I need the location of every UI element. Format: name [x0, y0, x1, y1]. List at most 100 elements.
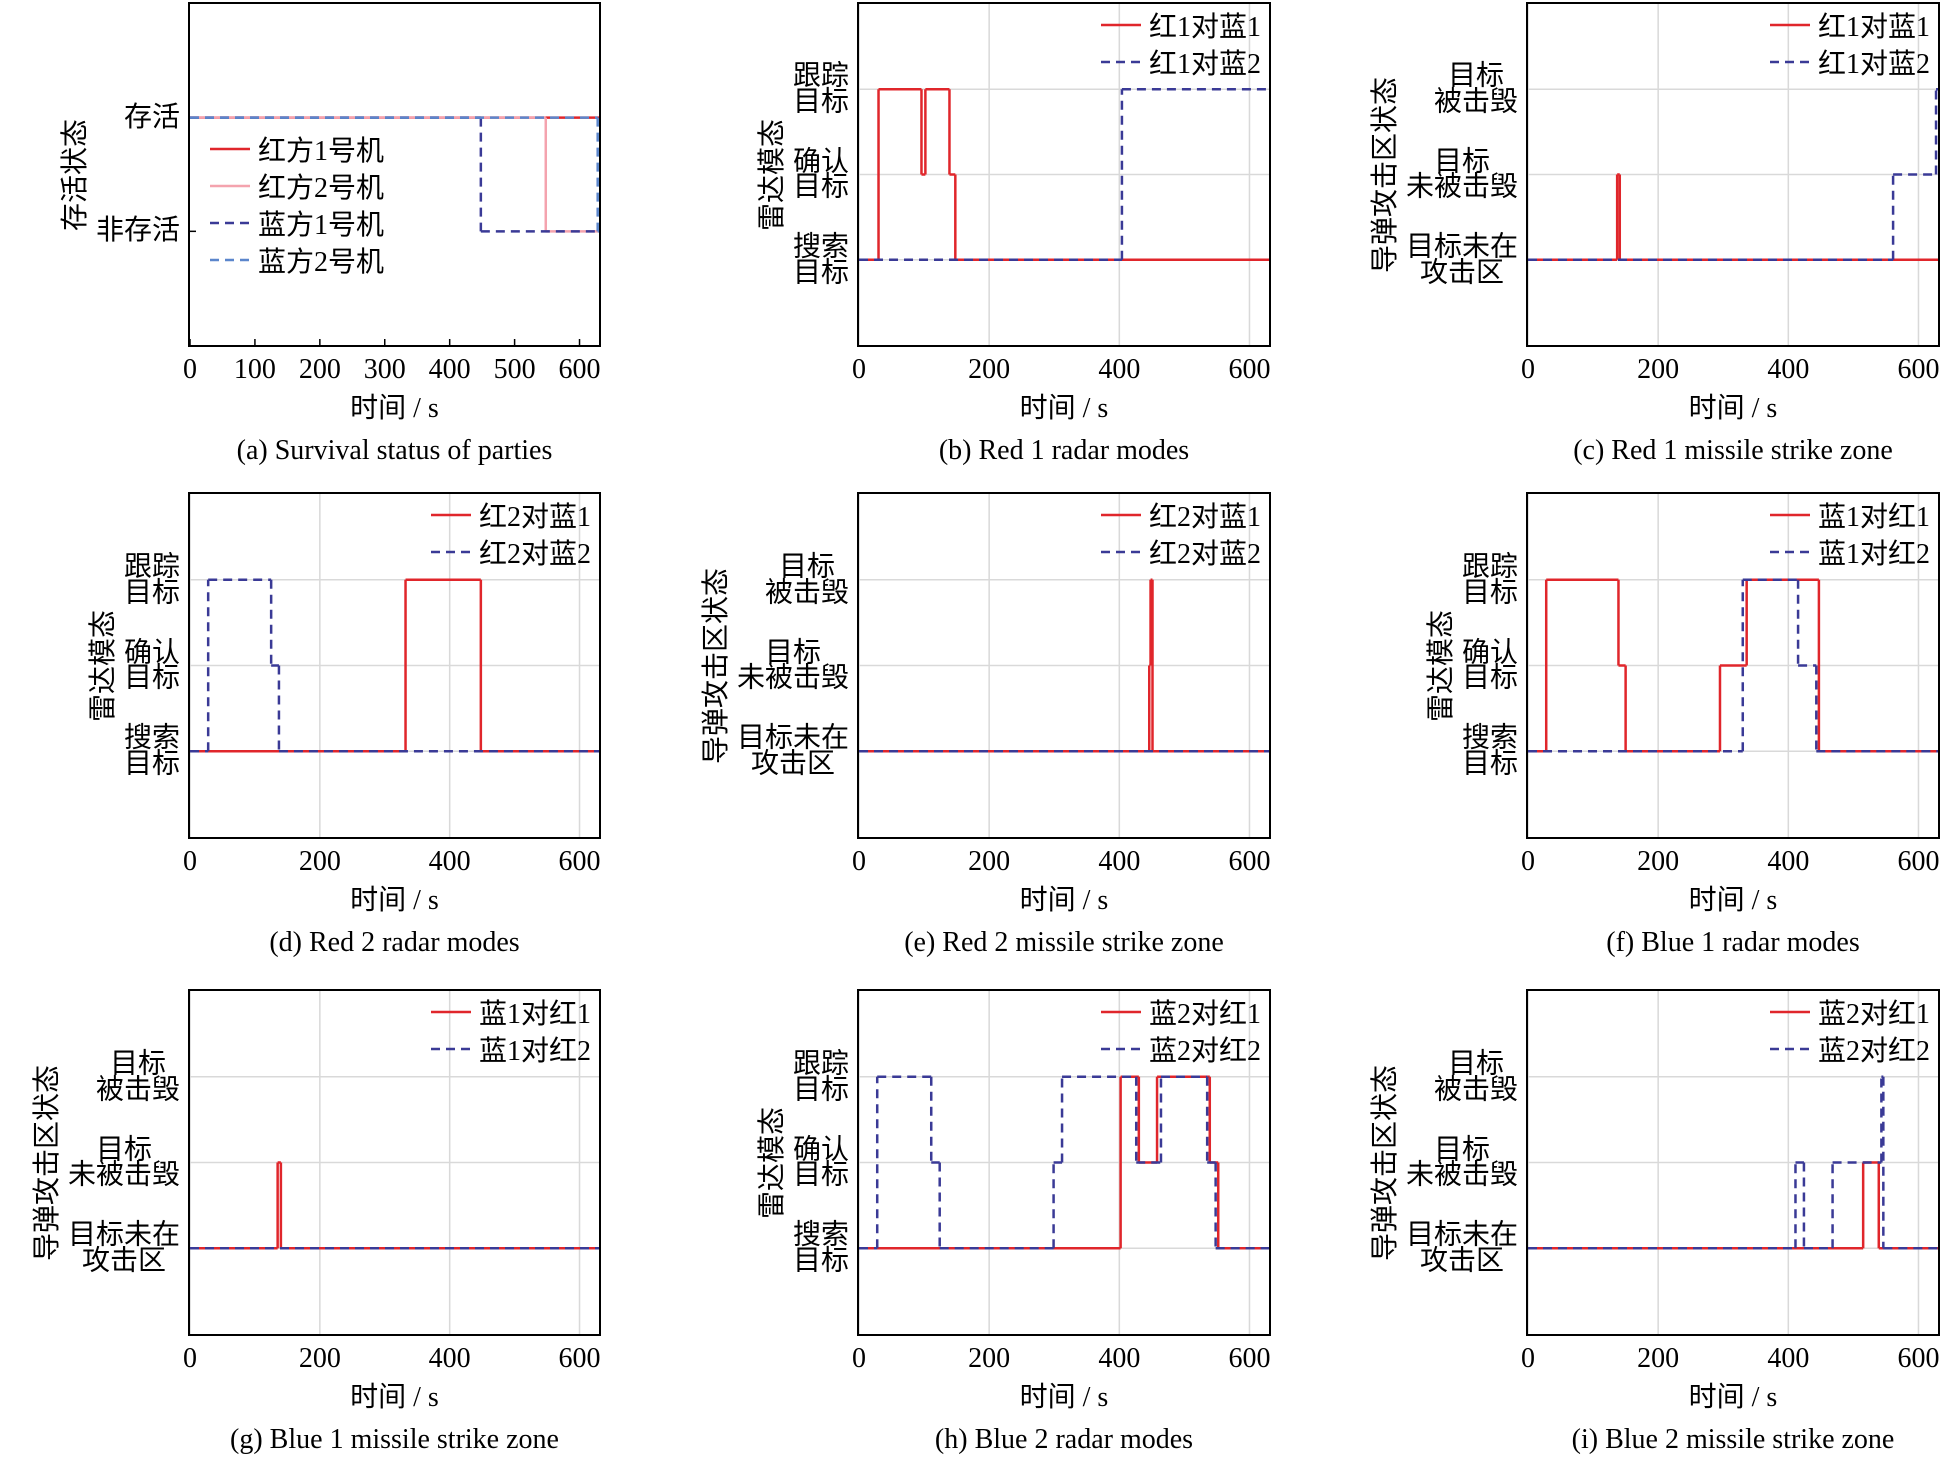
x-tick-label: 600 — [1897, 1343, 1940, 1374]
x-axis-label: 时间 / s — [1019, 1382, 1109, 1414]
plot-area — [188, 989, 601, 1336]
legend-swatch — [1770, 550, 1810, 553]
x-tick-label: 300 — [363, 354, 406, 385]
x-tick-label: 0 — [852, 1343, 866, 1374]
plot — [1528, 991, 1938, 1334]
legend-entry: 红2对蓝1 — [1101, 496, 1261, 533]
y-tick-label: 确认 目标 — [792, 145, 849, 203]
y-tick-label: 确认 目标 — [1461, 636, 1518, 694]
legend-swatch — [210, 258, 250, 262]
plot — [190, 494, 599, 837]
x-tick-label: 200 — [1637, 354, 1680, 385]
legend-entry: 蓝1对红1 — [431, 993, 591, 1030]
legend-entry: 蓝方2号机 — [210, 242, 384, 279]
x-tick-label: 400 — [1098, 1343, 1141, 1374]
legend: 蓝1对红1 蓝1对红2 — [431, 993, 591, 1067]
legend-swatch — [1101, 23, 1141, 26]
legend-entry: 红1对蓝2 — [1770, 43, 1930, 80]
legend: 蓝2对红1 蓝2对红2 — [1770, 993, 1930, 1067]
y-tick-label: 跟踪 目标 — [123, 551, 180, 608]
plot-area — [857, 989, 1271, 1336]
y-tick-label: 目标 被击毁 — [1433, 1048, 1518, 1105]
legend: 红方1号机 红方2号机 蓝方1号机 蓝方2号机 — [210, 131, 384, 279]
x-tick-label: 400 — [428, 846, 471, 877]
legend: 蓝1对红1 蓝1对红2 — [1770, 496, 1930, 570]
legend: 蓝2对红1 蓝2对红2 — [1101, 993, 1261, 1067]
legend-swatch — [1770, 513, 1810, 516]
x-tick-label: 0 — [1521, 846, 1535, 877]
series — [1528, 1075, 1938, 1250]
y-tick-label: 存活 — [123, 101, 180, 133]
legend-label: 红2对蓝1 — [1149, 501, 1262, 533]
legend-entry: 蓝2对红2 — [1770, 1030, 1930, 1067]
x-tick-label: 500 — [493, 354, 536, 385]
caption: (c) Red 1 missile strike zone — [1573, 435, 1893, 467]
y-tick-label: 目标未在 攻击区 — [67, 1219, 180, 1277]
x-axis-label: 时间 / s — [1019, 885, 1109, 917]
x-tick-label: 200 — [298, 1343, 341, 1374]
y-axis-label: 导弹攻击区状态 — [1370, 1064, 1402, 1261]
caption: (b) Red 1 radar modes — [938, 435, 1190, 467]
legend-swatch — [1101, 1010, 1141, 1013]
legend-label: 蓝2对红1 — [1149, 998, 1262, 1030]
legend-entry: 红1对蓝1 — [1101, 6, 1261, 43]
legend-entry: 蓝1对红2 — [1770, 533, 1930, 570]
legend-swatch — [1770, 1047, 1810, 1050]
caption: (f) Blue 1 radar modes — [1606, 927, 1860, 959]
y-axis-label: 雷达模态 — [757, 118, 789, 231]
y-tick-label: 确认 目标 — [123, 636, 180, 694]
y-tick-label: 跟踪 目标 — [1461, 551, 1518, 608]
x-tick-label: 0 — [183, 1343, 197, 1374]
legend-label: 蓝方2号机 — [258, 247, 385, 278]
x-tick-label: 200 — [968, 1343, 1011, 1374]
y-tick-label: 目标 未被击毁 — [67, 1133, 180, 1191]
legend-swatch — [1101, 550, 1141, 553]
legend: 红1对蓝1 红1对蓝2 — [1770, 6, 1930, 80]
x-tick-label: 0 — [852, 846, 866, 877]
x-tick-label: 400 — [1098, 846, 1141, 877]
legend-swatch — [1770, 23, 1810, 26]
legend-swatch — [431, 513, 471, 516]
caption: (i) Blue 2 missile strike zone — [1571, 1424, 1895, 1456]
x-tick-label: 400 — [428, 1343, 471, 1374]
legend-label: 蓝2对红1 — [1818, 998, 1931, 1030]
x-tick-label: 200 — [968, 846, 1011, 877]
legend: 红2对蓝1 红2对蓝2 — [1101, 496, 1261, 570]
legend-label: 红1对蓝1 — [1149, 11, 1262, 43]
y-axis-label: 导弹攻击区状态 — [1370, 76, 1402, 273]
series — [859, 1075, 1269, 1250]
x-tick-label: 600 — [558, 354, 601, 385]
legend-swatch — [210, 147, 250, 151]
x-axis-label: 时间 / s — [1688, 885, 1778, 917]
x-tick-label: 600 — [1897, 354, 1940, 385]
x-tick-label: 400 — [1767, 1343, 1810, 1374]
x-tick-label: 600 — [558, 846, 601, 877]
legend: 红2对蓝1 红2对蓝2 — [431, 496, 591, 570]
legend-label: 红方1号机 — [258, 136, 385, 167]
y-tick-label: 目标未在 攻击区 — [736, 722, 849, 780]
y-axis-label: 存活状态 — [60, 118, 92, 231]
legend-swatch — [1770, 1010, 1810, 1013]
plot — [859, 494, 1269, 837]
legend-entry: 红1对蓝2 — [1101, 43, 1261, 80]
legend-entry: 红1对蓝1 — [1770, 6, 1930, 43]
series — [1528, 1161, 1938, 1250]
y-tick-label: 跟踪 目标 — [792, 1048, 849, 1105]
plot-area — [188, 2, 601, 347]
plot — [1528, 494, 1938, 837]
x-tick-label: 200 — [298, 846, 341, 877]
legend-entry: 蓝1对红1 — [1770, 496, 1930, 533]
x-axis-label: 时间 / s — [1688, 1382, 1778, 1414]
y-tick-label: 搜索 目标 — [792, 231, 849, 288]
x-axis-label: 时间 / s — [350, 393, 439, 425]
x-axis-label: 时间 / s — [1688, 393, 1778, 425]
legend-label: 蓝2对红2 — [1149, 1035, 1262, 1067]
x-tick-label: 200 — [298, 354, 341, 385]
legend-label: 红2对蓝1 — [479, 501, 592, 533]
legend-entry: 红2对蓝1 — [431, 496, 591, 533]
y-tick-label: 目标 未被击毁 — [1405, 145, 1518, 203]
y-axis-label: 导弹攻击区状态 — [32, 1064, 64, 1261]
legend-swatch — [431, 1047, 471, 1050]
series — [190, 1161, 599, 1250]
legend-swatch — [1101, 1047, 1141, 1050]
